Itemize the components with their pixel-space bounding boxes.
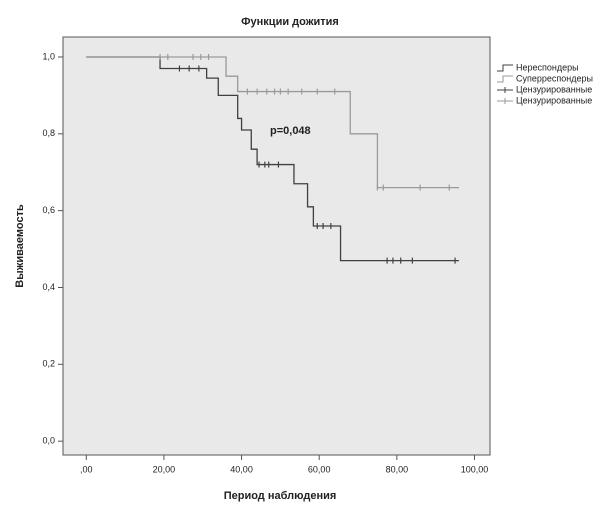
y-tick-label: 1,0	[42, 51, 55, 61]
plot-area	[62, 36, 491, 456]
x-tick-label: ,00	[80, 464, 93, 474]
x-tick-label: 60,00	[308, 464, 331, 474]
annotation: p=0,048	[270, 125, 311, 137]
legend-label: Цензурированные	[516, 84, 592, 94]
x-axis-title: Период наблюдения	[224, 490, 337, 502]
legend-swatch	[497, 75, 513, 83]
x-tick-label: 80,00	[386, 464, 409, 474]
survival-line	[86, 56, 459, 262]
y-tick-label: 0,0	[42, 436, 55, 446]
y-tick-label: 0,6	[42, 205, 55, 215]
x-tick-label: 100,00	[461, 464, 489, 474]
survival-line	[86, 56, 459, 189]
y-tick-label: 0,8	[42, 128, 55, 138]
x-tick-label: 20,00	[153, 464, 176, 474]
x-tick-label: 40,00	[230, 464, 253, 474]
y-axis-title: Выживаемость	[14, 204, 26, 288]
legend-label: Суперреспондеры	[516, 73, 593, 83]
y-tick-label: 0,2	[42, 359, 55, 369]
chart-title: Функции дожития	[241, 16, 339, 28]
y-tick-label: 0,4	[42, 282, 55, 292]
legend-label: Нереспондеры	[516, 62, 579, 72]
legend-label: Цензурированные	[516, 95, 592, 105]
legend-swatch	[497, 64, 513, 72]
